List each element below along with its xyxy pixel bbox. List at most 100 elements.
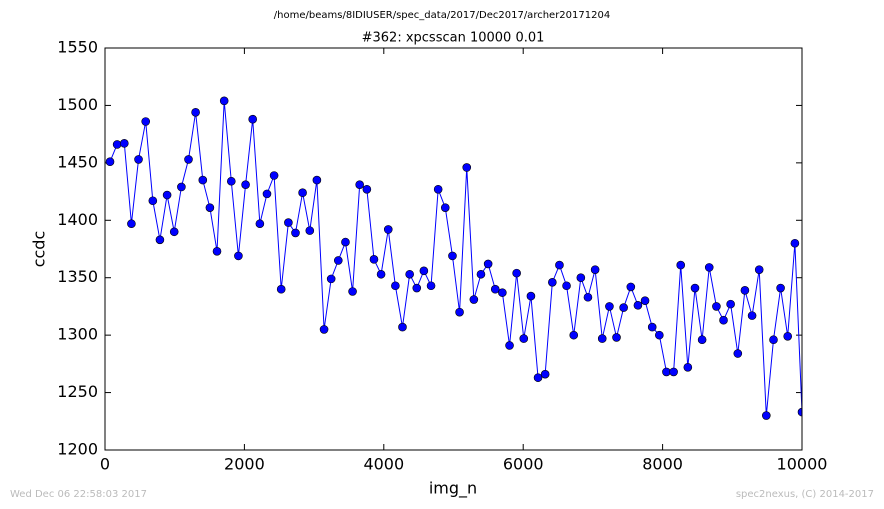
point <box>127 219 136 229</box>
x-tick-label: 6000 <box>503 455 544 474</box>
point <box>462 163 472 172</box>
point <box>697 335 707 345</box>
point <box>512 268 521 278</box>
point <box>362 184 372 194</box>
point <box>754 265 764 274</box>
point <box>519 334 529 343</box>
point <box>341 237 350 247</box>
point <box>569 330 579 340</box>
point <box>455 307 464 317</box>
x-tick-label: 0 <box>100 455 110 474</box>
point <box>312 175 322 185</box>
point <box>177 182 186 192</box>
point <box>412 283 422 293</box>
point <box>326 274 336 284</box>
point <box>790 238 800 248</box>
point <box>690 283 700 293</box>
point <box>155 235 165 245</box>
point <box>184 155 193 164</box>
point <box>440 203 450 212</box>
point <box>120 139 129 148</box>
point <box>355 180 364 189</box>
point <box>626 282 636 292</box>
point <box>376 269 386 279</box>
point <box>333 256 343 265</box>
point <box>633 300 643 310</box>
point <box>498 288 507 297</box>
point <box>505 341 514 350</box>
point <box>776 283 785 293</box>
point <box>241 180 250 189</box>
y-tick-label: 1350 <box>57 267 98 286</box>
point <box>291 228 300 238</box>
point <box>555 260 564 270</box>
x-axis-label: img_n <box>429 479 477 499</box>
point <box>105 157 115 167</box>
y-tick-label: 1200 <box>57 440 98 459</box>
point <box>676 260 686 270</box>
point <box>269 171 279 180</box>
point <box>305 226 315 235</box>
point <box>298 188 307 198</box>
point <box>369 255 379 264</box>
point <box>476 269 486 279</box>
point <box>398 322 407 332</box>
point <box>255 219 265 229</box>
point <box>726 299 735 309</box>
point <box>405 269 414 279</box>
point <box>134 155 143 164</box>
point <box>162 190 172 200</box>
point <box>683 363 693 372</box>
point <box>605 302 614 311</box>
point <box>562 281 571 291</box>
y-axis-label: ccdc <box>30 231 49 268</box>
line <box>109 100 802 416</box>
point <box>783 331 793 341</box>
point <box>319 325 329 334</box>
point <box>112 140 122 149</box>
point <box>704 263 714 272</box>
point <box>391 281 400 291</box>
point <box>548 278 557 287</box>
point <box>284 218 293 227</box>
point <box>669 367 678 377</box>
point <box>148 196 158 206</box>
y-tick-label: 1300 <box>57 325 98 344</box>
point <box>733 349 743 358</box>
point <box>583 292 593 302</box>
x-tick-label: 4000 <box>363 455 404 474</box>
y-tick-label: 1250 <box>57 382 98 401</box>
timestamp: Wed Dec 06 22:58:03 2017 <box>10 489 147 500</box>
point <box>226 176 236 186</box>
y-tick-label: 1550 <box>57 38 98 57</box>
x-tick-label: 2000 <box>224 455 265 474</box>
point <box>490 284 500 294</box>
point <box>469 295 479 304</box>
y-tick-label: 1450 <box>57 152 98 171</box>
point <box>234 251 243 261</box>
point <box>662 367 671 377</box>
point <box>205 203 215 212</box>
y-tick-label: 1400 <box>57 210 98 229</box>
point <box>248 114 257 124</box>
y-tick-label: 1500 <box>57 95 98 114</box>
point <box>576 273 586 283</box>
point <box>191 108 200 117</box>
point <box>590 265 600 274</box>
point <box>169 227 179 237</box>
point <box>655 330 664 340</box>
point <box>712 302 721 311</box>
point <box>612 333 621 342</box>
point <box>419 266 429 276</box>
credit: spec2nexus, (C) 2014-2017 <box>736 489 874 500</box>
point <box>526 291 536 301</box>
point <box>797 407 802 417</box>
point <box>647 322 657 332</box>
plot-frame <box>104 47 803 451</box>
chart-title: /home/beams/8IDIUSER/spec_data/2017/Dec2… <box>274 10 610 21</box>
point <box>483 259 493 269</box>
point <box>348 287 357 296</box>
point <box>740 286 750 295</box>
